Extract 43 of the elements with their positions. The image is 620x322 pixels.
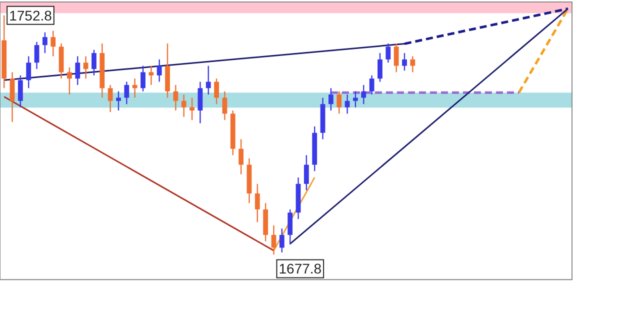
candlestick — [238, 138, 244, 175]
candlestick — [92, 49, 96, 76]
candlestick — [214, 78, 219, 105]
annotation: 1677.8 — [278, 260, 322, 277]
candlestick — [50, 30, 56, 57]
candlestick — [148, 65, 154, 86]
candlestick — [124, 81, 130, 105]
candlestick — [140, 65, 146, 92]
candlestick — [328, 88, 334, 112]
candlestick — [75, 56, 80, 86]
candlestick — [386, 42, 391, 64]
candlestick — [190, 97, 194, 121]
candlestick — [288, 208, 293, 246]
candlestick — [361, 84, 366, 105]
candlestick — [116, 90, 121, 112]
candlestick — [181, 94, 186, 118]
candlestick — [254, 183, 260, 223]
candlestick — [271, 224, 276, 256]
candlestick — [369, 74, 374, 96]
candlestick — [18, 74, 23, 108]
candlestick — [132, 78, 138, 98]
candlestick — [206, 65, 211, 96]
candlestick — [222, 90, 228, 121]
candlestick — [336, 90, 342, 114]
candlestick — [26, 56, 32, 89]
candlestick — [67, 66, 72, 96]
candlestick — [402, 52, 407, 72]
candlestick — [410, 56, 416, 73]
candlestick — [353, 90, 358, 108]
annotation: 1752.8 — [9, 7, 52, 24]
candlestick — [83, 56, 88, 80]
candlestick — [156, 58, 162, 82]
candlestick — [198, 81, 203, 124]
candlestick — [279, 228, 284, 254]
candlestick — [34, 41, 40, 70]
candlestick — [394, 42, 399, 73]
candlestick — [304, 154, 309, 191]
candlestick — [173, 84, 178, 112]
candlestick — [42, 32, 48, 54]
candlestick — [108, 84, 113, 113]
candlestick — [10, 72, 15, 123]
candlestick — [344, 94, 350, 114]
candlestick — [378, 52, 382, 82]
